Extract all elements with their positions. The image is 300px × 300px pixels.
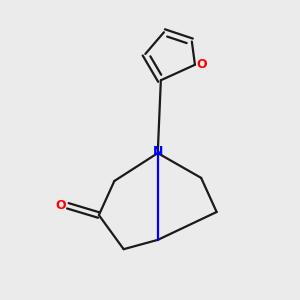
Text: O: O [196, 58, 207, 71]
Text: O: O [56, 199, 66, 212]
Text: N: N [153, 145, 163, 158]
